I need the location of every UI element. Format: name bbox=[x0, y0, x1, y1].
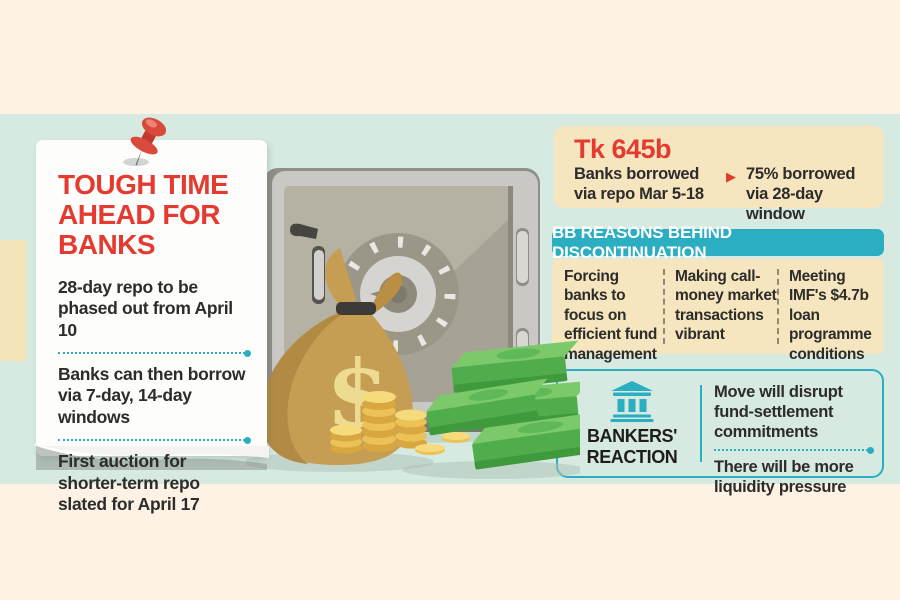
left-edge-box-fragment bbox=[0, 240, 27, 361]
reasons-header: BB REASONS BEHIND DISCONTINUATION bbox=[552, 223, 884, 262]
reason-item-1: Forcing banks to focus on efficient fund… bbox=[564, 268, 658, 363]
stat-label: Banks borrowed via repo Mar 5-18 bbox=[574, 165, 704, 204]
reasons-box: Forcing banks to focus on efficient fund… bbox=[552, 259, 884, 363]
note-item-3: First auction for shorter-term repo slat… bbox=[58, 450, 200, 515]
stat-detail: 75% borrowed via 28-day window bbox=[746, 165, 856, 223]
note-card: TOUGH TIME AHEAD FOR BANKS 28-day repo t… bbox=[34, 117, 269, 514]
dashed-vertical-divider bbox=[777, 269, 779, 344]
note-title: TOUGH TIME AHEAD FOR BANKS bbox=[58, 169, 229, 261]
dashed-separator bbox=[58, 349, 251, 357]
stat-amount: Tk 645b bbox=[574, 134, 672, 164]
stat-row: Banks borrowed via repo Mar 5-18 ▶ 75% b… bbox=[574, 165, 868, 224]
vertical-divider bbox=[700, 385, 702, 462]
dashed-separator bbox=[58, 436, 251, 444]
reason-item-2: Making call-money market transactions vi… bbox=[675, 268, 777, 344]
dashed-vertical-divider bbox=[663, 269, 665, 344]
page-curl bbox=[34, 444, 269, 470]
reaction-label: BANKERS' REACTION bbox=[586, 426, 678, 467]
note-item-2: Banks can then borrow via 7-day, 14-day … bbox=[58, 363, 246, 428]
reaction-left-panel: BANKERS' REACTION bbox=[564, 379, 700, 468]
reaction-item-1: Move will disrupt fund-settlement commit… bbox=[714, 383, 843, 441]
dashed-separator bbox=[714, 447, 874, 455]
stat-box: Tk 645b Banks borrowed via repo Mar 5-18… bbox=[554, 126, 884, 223]
reaction-box: BANKERS' REACTION Move will disrupt fund… bbox=[556, 369, 884, 496]
reaction-item-2: There will be more liquidity pressure bbox=[714, 458, 854, 497]
triangle-right-icon: ▶ bbox=[726, 169, 736, 185]
reason-item-3: Meeting IMF's $4.7b loan programme condi… bbox=[789, 268, 872, 363]
reaction-right-panel: Move will disrupt fund-settlement commit… bbox=[702, 379, 874, 496]
pushpin-icon bbox=[123, 117, 167, 166]
note-item-1: 28-day repo to be phased out from April … bbox=[58, 276, 233, 341]
bank-building-icon bbox=[610, 381, 654, 423]
